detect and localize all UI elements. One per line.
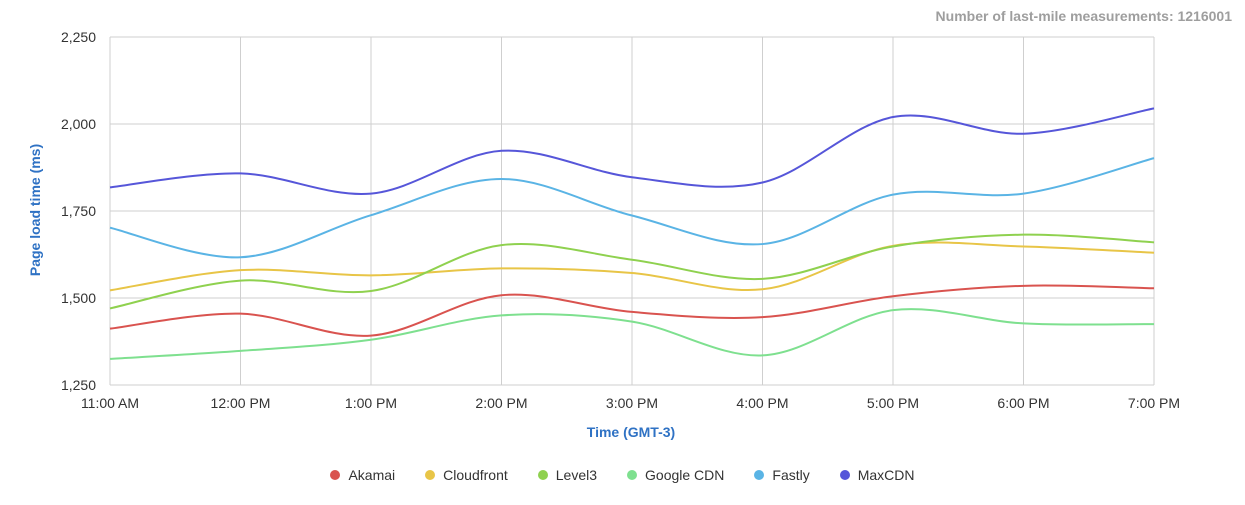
x-tick-label: 1:00 PM (345, 395, 397, 411)
x-tick-label: 3:00 PM (606, 395, 658, 411)
legend-label: MaxCDN (857, 467, 915, 483)
x-axis-ticks: 11:00 AM 12:00 PM 1:00 PM 2:00 PM 3:00 PM 4:0… (81, 395, 1180, 411)
x-axis-title: Time (GMT-3) (587, 424, 675, 440)
legend-item-akamai[interactable]: Akamai (330, 467, 395, 483)
legend-item-fastly[interactable]: Fastly (754, 467, 810, 483)
line-chart: 1,250 1,500 1,750 2,000 2,250 11:00 AM 12:00 … (27, 29, 1180, 440)
x-tick-label: 12:00 PM (211, 395, 271, 411)
x-tick-label: 7:00 PM (1128, 395, 1180, 411)
legend-label: Level3 (555, 467, 598, 483)
x-tick-label: 5:00 PM (867, 395, 919, 411)
y-axis-title: Page load time (ms) (27, 144, 43, 276)
chart-legend: Akamai Cloudfront Level3 Google CDN Fastly Ma… (0, 467, 1245, 483)
series-line-level3 (109, 233, 1155, 310)
legend-label: Cloudfront (443, 467, 508, 483)
legend-dot-icon (330, 470, 341, 480)
legend-item-maxcdn[interactable]: MaxCDN (839, 467, 915, 483)
x-tick-label: 4:00 PM (736, 395, 788, 411)
legend-label: Google CDN (645, 467, 725, 483)
x-tick-label: 6:00 PM (997, 395, 1049, 411)
y-tick-label: 1,250 (61, 377, 96, 393)
legend-dot-icon (425, 470, 436, 480)
legend-item-cloudfront[interactable]: Cloudfront (425, 467, 508, 483)
y-tick-label: 1,750 (61, 203, 96, 219)
series-line-akamai (109, 284, 1155, 337)
series-line-fastly (109, 157, 1155, 259)
x-tick-label: 11:00 AM (81, 395, 139, 411)
series-line-maxcdn (109, 107, 1155, 196)
legend-dot-icon (754, 470, 765, 480)
legend-dot-icon (537, 470, 548, 480)
y-tick-label: 2,000 (61, 116, 96, 132)
legend-item-google-cdn[interactable]: Google CDN (627, 467, 724, 483)
x-tick-label: 2:00 PM (475, 395, 527, 411)
legend-item-level3[interactable]: Level3 (537, 467, 598, 483)
y-tick-label: 1,500 (61, 290, 96, 306)
series-lines (109, 107, 1155, 360)
series-line-google-cdn (109, 308, 1155, 360)
y-tick-label: 2,250 (61, 29, 96, 45)
grid-lines (109, 36, 1155, 386)
legend-label: Fastly (772, 467, 810, 483)
legend-dot-icon (627, 470, 638, 480)
legend-label: Akamai (348, 467, 396, 483)
y-axis-ticks: 1,250 1,500 1,750 2,000 2,250 (61, 29, 96, 393)
measurements-count: Number of last-mile measurements: 121600… (935, 8, 1232, 24)
legend-dot-icon (839, 470, 850, 480)
series-line-cloudfront (109, 241, 1155, 292)
